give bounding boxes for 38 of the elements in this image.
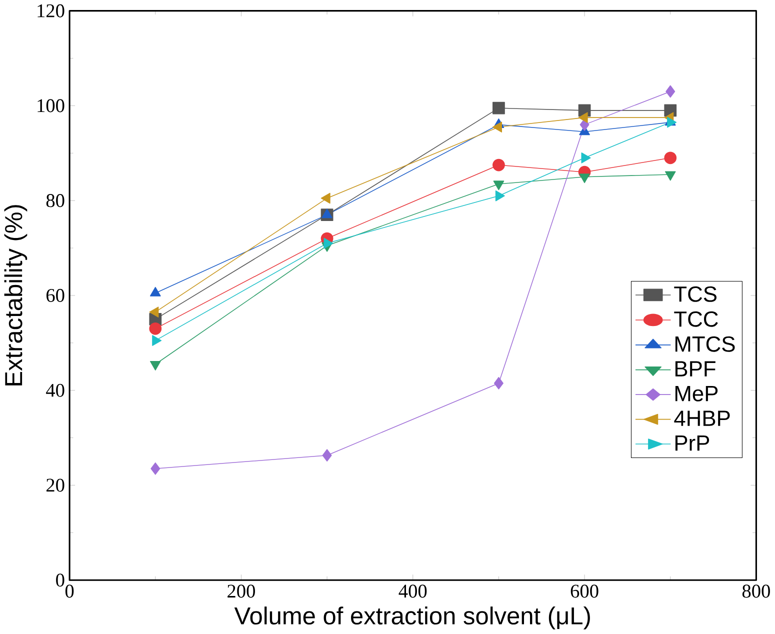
point (322, 208, 332, 218)
legend-label: MeP (675, 386, 718, 402)
point (493, 180, 504, 190)
y-tick-label: 20 (46, 478, 64, 492)
point (149, 306, 159, 318)
legend-label: TCC (674, 312, 718, 328)
point (666, 85, 676, 98)
y-axis-title: Extractability (%) (4, 205, 28, 386)
y-tick-label: 120 (38, 4, 64, 18)
x-tick-label: 600 (570, 584, 598, 598)
point (664, 152, 677, 164)
legend-label: 4HBP (674, 410, 730, 426)
point (150, 462, 160, 475)
point (322, 449, 332, 462)
point (324, 238, 334, 249)
point (149, 322, 162, 336)
y-tick-label: 100 (38, 99, 64, 112)
y-tick-label: 60 (46, 289, 64, 302)
point (494, 377, 504, 390)
point (492, 122, 502, 133)
legend-label: PrP (675, 436, 710, 451)
point (581, 152, 591, 164)
x-tick-label: 200 (228, 584, 255, 598)
x-tick-label: 0 (65, 584, 74, 598)
point (150, 287, 161, 297)
y-tick-label: 80 (46, 194, 64, 208)
point (495, 190, 505, 202)
x-tick-label: 800 (742, 584, 770, 598)
legend-label: MTCS (675, 336, 735, 352)
point (664, 171, 676, 181)
point (492, 158, 505, 172)
legend-label: TCS (674, 286, 716, 302)
x-tick-label: 400 (398, 584, 427, 598)
x-axis-title: Volume of extraction solvent (μL) (234, 606, 590, 630)
point (492, 102, 505, 114)
y-tick-label: 40 (46, 384, 64, 398)
legend-label: BPF (675, 361, 716, 377)
y-tick-label: 0 (56, 574, 64, 587)
